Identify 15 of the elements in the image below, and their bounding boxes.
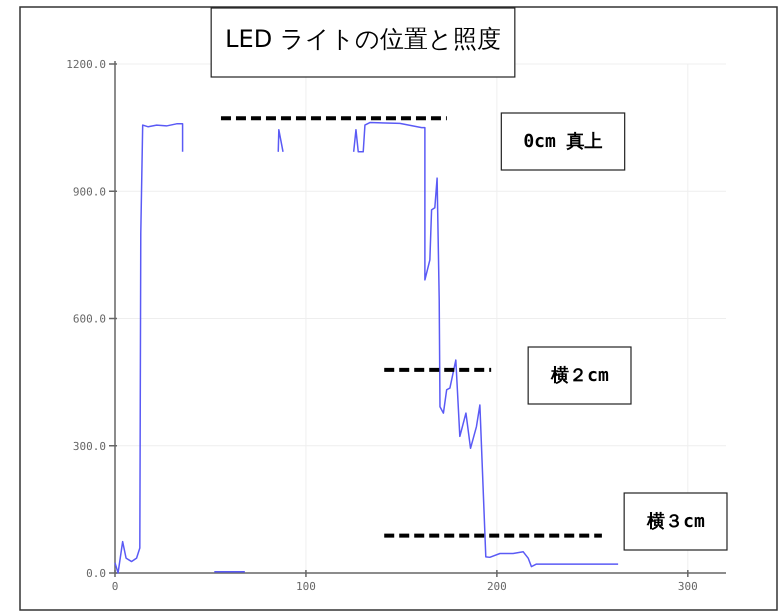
x-tick-label: 0 bbox=[112, 580, 118, 593]
y-tick-label: 300.0 bbox=[72, 440, 106, 453]
line-series bbox=[352, 122, 619, 568]
chart-title: LED ライトの位置と照度 bbox=[225, 25, 501, 53]
annotation: 横３cm bbox=[646, 511, 705, 532]
x-tick-label: 300 bbox=[678, 580, 698, 593]
y-tick-label: 900.0 bbox=[72, 185, 106, 198]
line-series bbox=[114, 123, 184, 574]
x-tick-label: 200 bbox=[486, 580, 507, 593]
y-tick-label: 1200.0 bbox=[66, 58, 106, 71]
y-tick-label: 0.0 bbox=[86, 567, 106, 580]
annotation: 横２cm bbox=[550, 365, 609, 386]
annotation: 0cm 真上 bbox=[523, 131, 603, 152]
x-tick-label: 100 bbox=[296, 580, 316, 593]
y-tick-label: 600.0 bbox=[72, 312, 106, 326]
